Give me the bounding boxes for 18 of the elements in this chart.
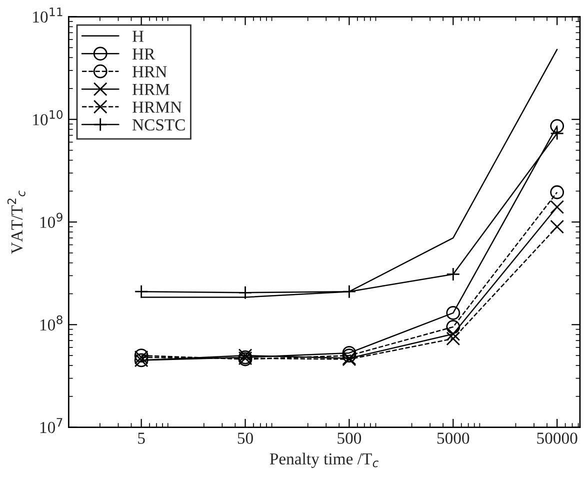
y-tick-label: 10$^{10}$	[33, 110, 63, 126]
legend-label: NCSTC	[132, 119, 185, 131]
y-tick-label: 10$^{9}$	[40, 212, 62, 228]
legend-label: HRMN	[132, 102, 182, 113]
x-tick-label: 50	[238, 432, 253, 444]
legend-label: HR	[132, 48, 156, 60]
x-tick-label: 50000	[537, 432, 578, 444]
x-tick-label: 5000	[437, 432, 470, 444]
y-tick-label: 10$^{7}$	[40, 418, 62, 434]
x-axis-title: Penalty time /T$_{c}$	[270, 452, 379, 468]
legend-label: H	[132, 30, 144, 42]
legend-label: HRN	[132, 66, 167, 78]
legend-label: HRM	[132, 84, 170, 95]
y-tick-label: 10$^{11}$	[33, 8, 62, 23]
y-axis-title: VAT/T$^{2}$$_{c}$	[7, 190, 26, 254]
x-tick-label: 500	[338, 432, 362, 444]
x-tick-label: 5	[138, 432, 145, 444]
y-tick-label: 10$^{8}$	[40, 315, 62, 331]
